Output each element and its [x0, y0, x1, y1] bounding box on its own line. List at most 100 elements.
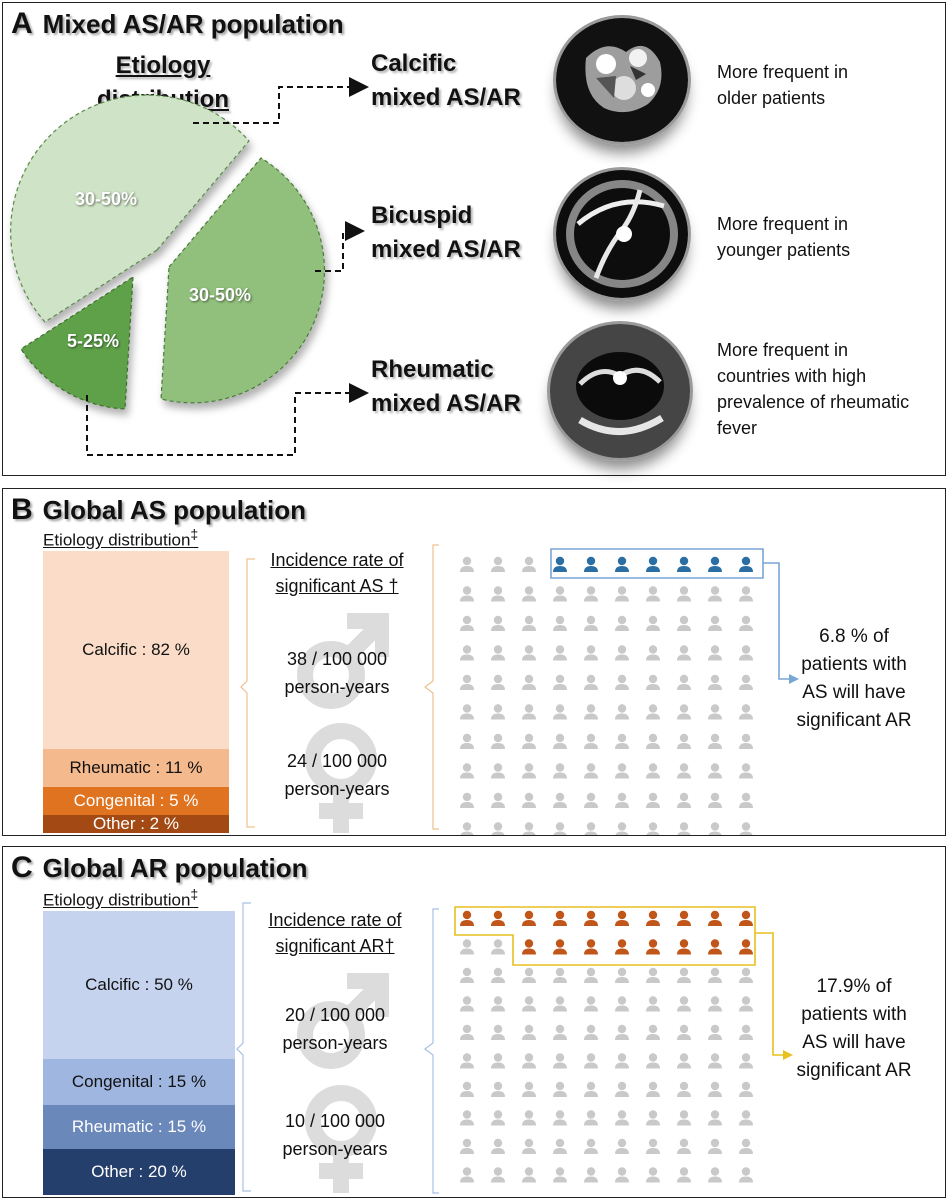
highlighted-patient-icon — [615, 910, 629, 926]
echo-image-bicuspid — [553, 167, 691, 301]
patient-icon — [584, 967, 598, 983]
panel-c-title-text: Global AR population — [42, 853, 308, 883]
calcific-note-line-1: More frequent in — [717, 62, 849, 82]
patient-icon — [646, 1167, 660, 1183]
as-female-incidence: 24 / 100 000 person-years — [255, 747, 419, 803]
patient-icon — [460, 674, 474, 690]
calcific-mixed-label: Calcific mixed AS/AR — [371, 47, 521, 115]
patient-icon — [553, 704, 567, 720]
patient-icon — [522, 733, 536, 749]
patient-icon — [677, 1053, 691, 1069]
ar-female-incidence-unit: person-years — [282, 1139, 388, 1159]
patient-icon — [739, 645, 753, 661]
patient-icon — [491, 939, 505, 955]
rheumatic-note-line-3: prevalence of rheumatic — [717, 392, 910, 412]
patient-icon — [584, 704, 598, 720]
arrow-to-bicuspid — [315, 221, 365, 272]
as-statistic: 6.8 % of patients with AS will have sign… — [779, 623, 929, 735]
highlighted-patient-icon — [739, 556, 753, 572]
patient-icon — [739, 1167, 753, 1183]
patient-icon — [460, 1110, 474, 1126]
as-arrow-head-icon — [789, 674, 799, 684]
patient-icon — [522, 792, 536, 808]
patient-icon — [460, 996, 474, 1012]
as-brackets — [240, 544, 439, 830]
highlighted-patient-icon — [646, 939, 660, 955]
patient-icon — [646, 1024, 660, 1040]
as-female-incidence-value: 24 / 100 000 — [286, 751, 388, 771]
panel-c-letter: C — [11, 851, 33, 884]
patient-icon — [584, 1053, 598, 1069]
patient-icon — [522, 1081, 536, 1097]
patient-icon — [553, 822, 567, 835]
bicuspid-note-line-1: More frequent in — [717, 214, 849, 234]
patient-icon — [615, 822, 629, 835]
patient-icon — [677, 1081, 691, 1097]
patient-icon — [522, 615, 536, 631]
panel-global-ar: C Global AR population Etiology distribut… — [2, 846, 946, 1198]
patient-icon — [677, 615, 691, 631]
patient-icon — [491, 822, 505, 835]
patient-icon — [491, 556, 505, 572]
patient-icon — [677, 792, 691, 808]
patient-icon — [553, 733, 567, 749]
highlighted-patient-icon — [491, 910, 505, 926]
patient-icon — [460, 939, 474, 955]
ar-male-incidence-unit: person-years — [282, 1033, 388, 1053]
patient-icon — [522, 674, 536, 690]
patient-icon — [553, 1167, 567, 1183]
patient-icon — [708, 586, 722, 602]
ar-arrow-head-icon — [783, 1050, 793, 1060]
pie-slice-bicuspid — [160, 157, 325, 404]
highlighted-patient-icon — [646, 910, 660, 926]
female-symbol-icon — [305, 1085, 377, 1193]
patient-icon — [522, 967, 536, 983]
ar-female-incidence-value: 10 / 100 000 — [284, 1111, 386, 1131]
patient-icon — [615, 1053, 629, 1069]
patient-icon — [646, 996, 660, 1012]
patient-icon — [708, 1081, 722, 1097]
ar-bar-other-label: Other : 20 % — [91, 1162, 187, 1181]
rheumatic-name-line-2: mixed AS/AR — [371, 390, 521, 417]
patient-icon — [708, 615, 722, 631]
patient-icon — [460, 822, 474, 835]
patient-icon — [677, 763, 691, 779]
patient-icon — [491, 733, 505, 749]
patient-icon — [646, 645, 660, 661]
highlighted-patient-icon — [553, 939, 567, 955]
patient-icon — [708, 792, 722, 808]
patient-icon — [677, 822, 691, 835]
patient-icon — [553, 996, 567, 1012]
as-male-incidence: 38 / 100 000 person-years — [255, 645, 419, 701]
ar-bar-calcific-label: Calcific : 50 % — [85, 975, 193, 994]
patient-icon — [553, 645, 567, 661]
patient-icon — [615, 763, 629, 779]
patient-icon — [491, 1081, 505, 1097]
rheumatic-mixed-label: Rheumatic mixed AS/AR — [371, 353, 521, 421]
patient-icon — [460, 1081, 474, 1097]
rheumatic-note: More frequent in countries with high pre… — [717, 337, 909, 441]
ar-highlight-frame — [454, 906, 787, 1056]
patient-icon — [460, 733, 474, 749]
patient-icon — [460, 792, 474, 808]
as-stat-line-3: AS will have — [802, 682, 906, 703]
as-bar-other: Other : 2 % — [43, 814, 229, 833]
female-symbol-icon — [305, 723, 377, 833]
patient-icon — [491, 1110, 505, 1126]
patient-icon — [615, 1024, 629, 1040]
patient-icon — [522, 996, 536, 1012]
patient-icon — [646, 586, 660, 602]
patient-icon — [491, 1053, 505, 1069]
patient-icon — [646, 822, 660, 835]
patient-icon — [615, 733, 629, 749]
panel-a-title-text: Mixed AS/AR population — [42, 9, 344, 39]
patient-icon — [739, 967, 753, 983]
echo-image-rheumatic — [547, 321, 693, 461]
patient-icon — [677, 1024, 691, 1040]
patient-icon — [739, 1138, 753, 1154]
patient-icon — [708, 645, 722, 661]
patient-icon — [646, 967, 660, 983]
highlighted-patient-icon — [708, 556, 722, 572]
patient-icon — [708, 1024, 722, 1040]
